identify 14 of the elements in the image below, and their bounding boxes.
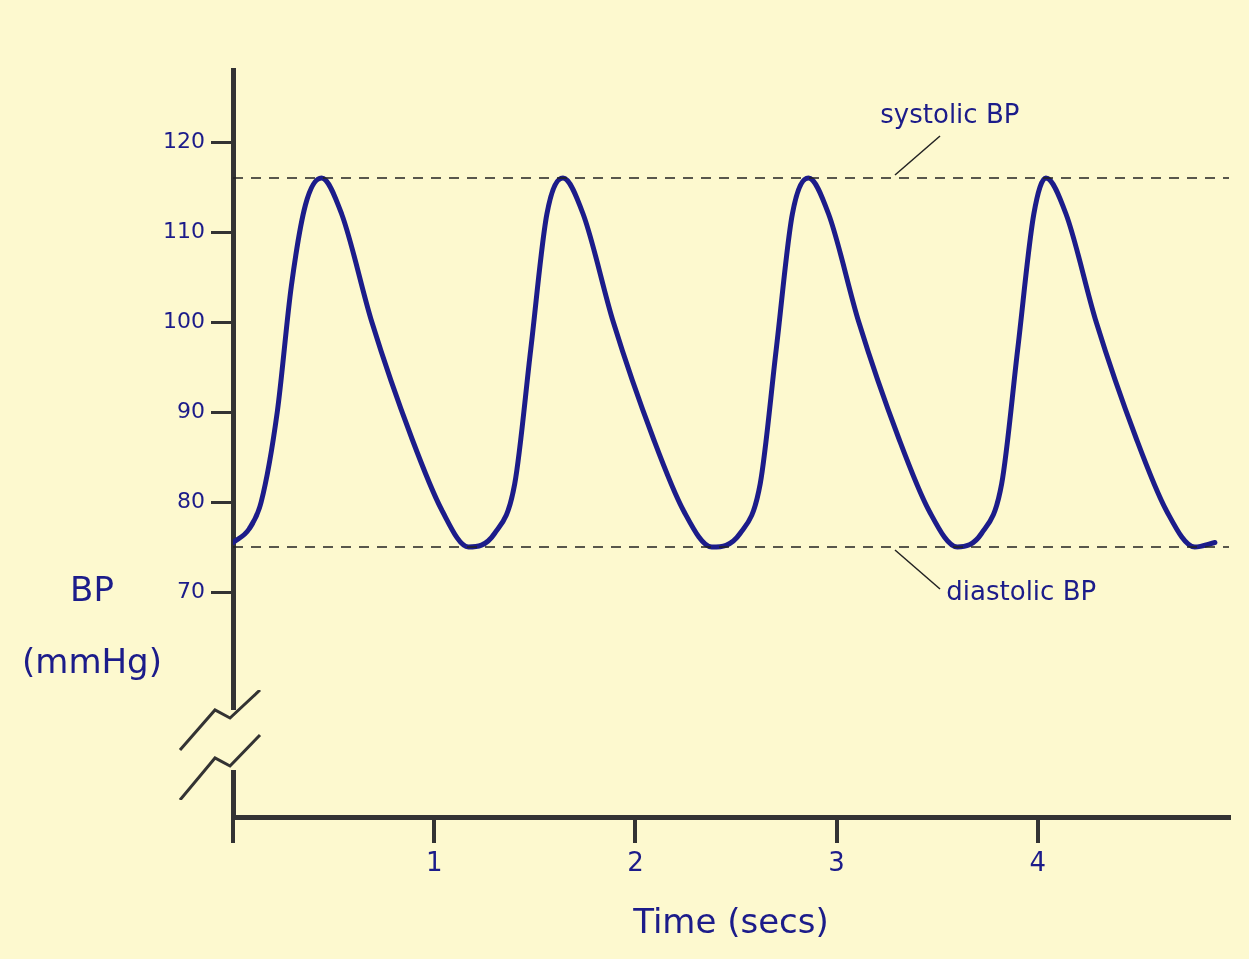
x-tick-label: 1: [425, 847, 443, 878]
ref-line-label: diastolic BP: [946, 575, 1097, 606]
x-axis-title: Time (secs): [632, 901, 829, 942]
y-tick-label: 110: [163, 217, 205, 243]
x-tick-label: 4: [1029, 847, 1047, 878]
y-tick-label: 70: [177, 577, 205, 603]
y-tick-label: 120: [163, 127, 205, 153]
x-tick-label: 3: [828, 847, 845, 878]
x-tick-label: 2: [627, 847, 644, 878]
y-tick-label: 80: [177, 487, 205, 513]
y-tick-label: 90: [177, 397, 205, 423]
y-tick-label: 100: [163, 307, 205, 333]
y-axis-title: BP (mmHg): [22, 568, 162, 681]
ref-line-label: systolic BP: [880, 98, 1020, 129]
